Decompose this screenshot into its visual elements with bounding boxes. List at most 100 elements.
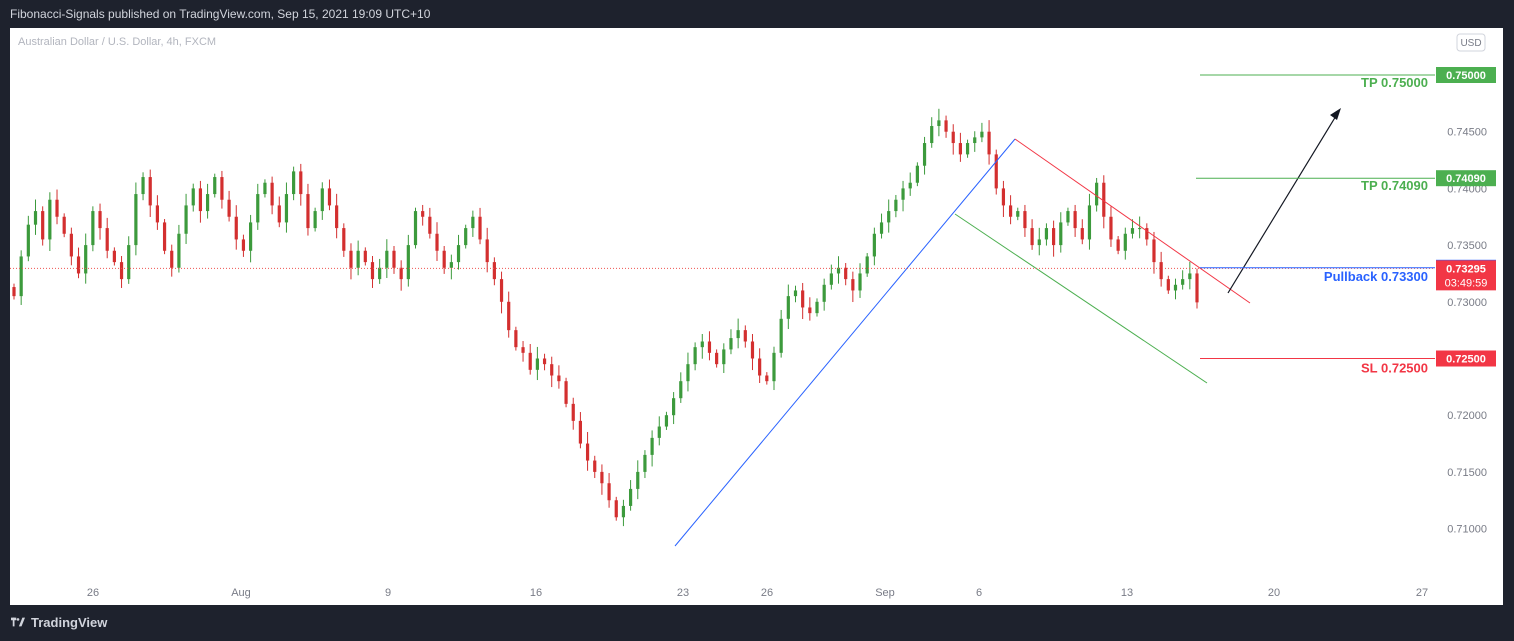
candle-body (980, 131, 984, 138)
x-tick-label: 23 (677, 587, 689, 599)
candle-body (743, 330, 747, 342)
candle-body (449, 262, 453, 268)
candle-body (951, 131, 955, 144)
candle-body (12, 287, 16, 297)
candle-body (478, 216, 482, 240)
candle-body (1023, 211, 1027, 229)
y-tick-label: 0.74000 (1447, 183, 1487, 195)
candle-body (363, 250, 367, 263)
candle-body (736, 330, 740, 339)
y-tick-label: 0.71500 (1447, 467, 1487, 479)
candle-body (492, 262, 496, 280)
candle-body (84, 245, 88, 274)
uptrend-line (674, 138, 1016, 547)
x-tick-label: 26 (87, 587, 99, 599)
candle-body (693, 347, 697, 365)
candle-body (162, 222, 167, 251)
candle-body (1016, 211, 1020, 217)
level-label: TP 0.75000 (1361, 75, 1428, 90)
level-label: Pullback 0.73300 (1324, 269, 1428, 284)
candle-body (1095, 182, 1099, 206)
candle-body (987, 131, 991, 155)
candle-body (779, 318, 783, 353)
candle-body (607, 483, 611, 501)
candle-body (421, 211, 425, 217)
candle-body (292, 171, 296, 195)
candle-body (399, 267, 403, 280)
candle-body (1145, 228, 1149, 240)
price-tag (1436, 350, 1496, 367)
candle-body (793, 290, 798, 297)
candle-body (392, 250, 396, 268)
candle-body (901, 188, 905, 200)
candle-body (557, 375, 561, 382)
candle-body (19, 256, 23, 297)
candle-body (1130, 228, 1135, 234)
candle-body (815, 301, 819, 314)
candle-body (822, 284, 826, 302)
candle-body (1173, 284, 1178, 291)
candle-body (1044, 228, 1049, 240)
candle-body (191, 188, 195, 206)
candle-body (26, 224, 30, 257)
candle-body (786, 296, 790, 319)
x-axis: 26 Aug 9 16 23 26 Sep 6 13 20 27 (87, 587, 1428, 599)
candle-body (571, 403, 575, 421)
y-tick-label: 0.74500 (1447, 127, 1487, 139)
x-tick-label: 6 (976, 587, 982, 599)
candle-body (435, 233, 439, 251)
candle-body (865, 256, 869, 274)
y-axis: 0.75000 0.74500 0.74000 0.73500 0.73000 0.725… (1447, 70, 1487, 536)
chart-area[interactable]: Australian Dollar / U.S. Dollar, 4h, FXC… (10, 28, 1503, 605)
x-tick-label: 20 (1268, 587, 1280, 599)
candle-body (851, 279, 855, 291)
candle-body (672, 398, 676, 416)
candle-body (922, 143, 927, 166)
candle-body (1138, 228, 1142, 230)
candle-body (428, 216, 432, 234)
current-price-tag (1436, 260, 1496, 291)
candle-body (62, 216, 66, 234)
candle-body (643, 454, 647, 472)
candle-body (485, 239, 489, 263)
tradingview-logo-icon (11, 617, 25, 627)
candle-body (205, 194, 210, 212)
candle-body (33, 211, 38, 225)
candle-body (700, 341, 704, 348)
price-tag-text: 0.72500 (1446, 354, 1486, 366)
candle-body (808, 307, 812, 314)
candle-body (937, 120, 941, 127)
candle-body (41, 211, 45, 240)
annotations (10, 108, 1435, 547)
candle-body (930, 126, 934, 144)
x-tick-label: Aug (231, 587, 251, 599)
candle-body (406, 245, 410, 280)
candle-body (650, 437, 654, 455)
candle-body (765, 375, 769, 382)
candle-body (1109, 216, 1113, 240)
candle-body (263, 182, 267, 195)
candle-body (600, 471, 604, 484)
x-tick-label: Sep (875, 587, 895, 599)
candle-body (973, 137, 977, 144)
candle-body (750, 341, 755, 359)
candle-body (772, 352, 776, 382)
candle-body (1008, 205, 1013, 217)
candle-body (729, 338, 733, 350)
tradingview-logo[interactable]: TradingView (11, 615, 107, 630)
candle-body (184, 205, 188, 234)
y-tick-label: 0.71000 (1447, 524, 1487, 536)
x-tick-label: 16 (530, 587, 542, 599)
currency-button[interactable]: USD (1456, 33, 1486, 52)
candle-body (542, 358, 547, 365)
price-chart[interactable]: Australian Dollar / U.S. Dollar, 4h, FXC… (10, 28, 1503, 605)
candle-body (356, 250, 360, 268)
channel-support-line (954, 213, 1208, 384)
candle-body (1087, 205, 1092, 240)
candle-body (69, 233, 73, 257)
candle-body (1166, 279, 1170, 291)
candle-body (1116, 239, 1120, 251)
currency-label: USD (1460, 38, 1481, 49)
candle-body (141, 177, 145, 195)
candle-body (1123, 233, 1127, 251)
